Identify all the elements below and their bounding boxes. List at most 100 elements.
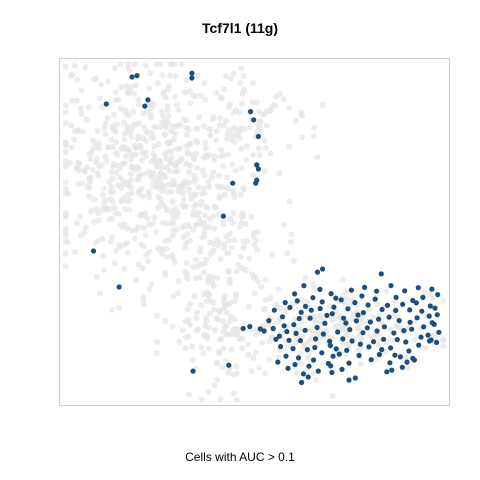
background-cell-point — [71, 249, 78, 256]
background-cell-point — [137, 143, 144, 150]
highlighted-cell-point — [403, 339, 409, 345]
background-cell-point — [180, 190, 187, 197]
background-cell-point — [207, 132, 214, 139]
background-cell-point — [218, 335, 225, 342]
background-cell-point — [231, 331, 238, 338]
background-cell-point — [250, 171, 256, 178]
background-cell-point — [187, 321, 194, 328]
highlighted-cell-point — [393, 307, 399, 314]
background-cell-point — [212, 205, 219, 211]
background-cell-point — [157, 170, 164, 177]
highlighted-cell-point — [414, 315, 420, 321]
background-cell-point — [183, 160, 190, 167]
highlighted-cell-point — [356, 352, 362, 359]
highlighted-cell-point — [134, 73, 140, 79]
highlighted-cell-point — [413, 300, 419, 306]
highlighted-cell-point — [129, 74, 135, 80]
background-cell-point — [181, 203, 188, 210]
background-cell-point — [148, 129, 155, 136]
background-cell-point — [82, 64, 89, 71]
background-cell-point — [162, 150, 169, 157]
highlighted-cell-point — [314, 324, 320, 331]
background-cell-point — [206, 215, 213, 222]
background-cell-point — [266, 107, 273, 114]
highlighted-cell-point — [281, 323, 287, 329]
highlighted-cell-point — [266, 318, 272, 324]
background-cell-point — [187, 191, 194, 198]
background-cell-point — [195, 184, 202, 191]
background-cell-point — [232, 107, 239, 114]
background-cell-point — [266, 338, 273, 345]
highlighted-cell-point — [311, 357, 317, 363]
background-cell-point — [103, 158, 110, 164]
highlighted-cell-point — [298, 309, 304, 315]
background-cell-point — [78, 87, 85, 94]
highlighted-cell-point — [365, 302, 371, 308]
background-cell-point — [225, 331, 232, 338]
background-cell-point — [213, 359, 220, 366]
highlighted-cell-point — [386, 314, 392, 320]
highlighted-cell-point — [384, 369, 390, 375]
background-cell-point — [186, 169, 193, 176]
background-cell-point — [232, 167, 239, 174]
background-cell-point — [167, 139, 173, 146]
background-cell-point — [216, 193, 223, 200]
background-cell-point — [189, 357, 196, 364]
highlighted-cell-point — [291, 322, 297, 328]
highlighted-cell-point — [349, 338, 355, 344]
background-cell-point — [216, 122, 223, 129]
background-cell-point — [154, 312, 161, 319]
highlighted-cell-point — [426, 338, 433, 344]
highlighted-cell-point — [220, 213, 226, 219]
background-cell-point — [238, 165, 245, 172]
background-cell-point — [201, 172, 208, 179]
background-cell-point — [280, 96, 287, 103]
background-cell-point — [233, 363, 240, 370]
background-cell-point — [128, 83, 135, 90]
highlighted-cell-point — [273, 336, 279, 342]
background-cell-point — [158, 108, 165, 115]
background-cell-point — [227, 318, 233, 325]
background-cell-point — [62, 186, 69, 192]
background-cell-point — [245, 341, 251, 348]
background-cell-point — [194, 73, 201, 79]
background-cell-point — [220, 328, 227, 335]
background-cell-point — [125, 112, 132, 119]
highlighted-cell-point — [336, 351, 342, 357]
background-cell-point — [96, 140, 103, 147]
background-cell-point — [112, 65, 118, 72]
background-cell-point — [165, 113, 172, 120]
background-cell-point — [74, 220, 81, 227]
background-cell-point — [177, 121, 184, 128]
background-cell-point — [204, 204, 211, 211]
highlighted-cell-point — [294, 298, 300, 304]
background-cell-point — [222, 292, 228, 299]
background-cell-point — [225, 127, 232, 133]
background-cell-point — [62, 158, 69, 165]
background-cell-point — [225, 185, 232, 192]
background-cell-point — [190, 209, 197, 216]
highlighted-cell-point — [426, 313, 432, 319]
background-cell-point — [252, 274, 259, 281]
background-cell-point — [304, 299, 311, 306]
background-cell-point — [273, 301, 280, 308]
background-cell-point — [95, 145, 102, 152]
background-cell-point — [150, 134, 157, 141]
background-cell-point — [168, 148, 175, 155]
highlighted-cell-point — [285, 365, 291, 371]
background-cell-point — [198, 396, 205, 403]
highlighted-cell-point — [394, 337, 400, 343]
background-cell-point — [404, 364, 411, 371]
highlighted-cell-point — [306, 363, 312, 369]
highlighted-cell-point — [240, 325, 246, 332]
background-cell-point — [117, 105, 124, 112]
background-cell-point — [125, 146, 132, 153]
background-cell-point — [190, 264, 197, 271]
highlighted-cell-point — [330, 353, 336, 359]
background-cell-point — [174, 290, 181, 297]
background-cell-point — [355, 325, 362, 332]
background-cell-point — [181, 89, 188, 96]
highlighted-cell-point — [381, 336, 387, 342]
background-cell-point — [250, 80, 256, 86]
background-cell-point — [227, 215, 234, 222]
